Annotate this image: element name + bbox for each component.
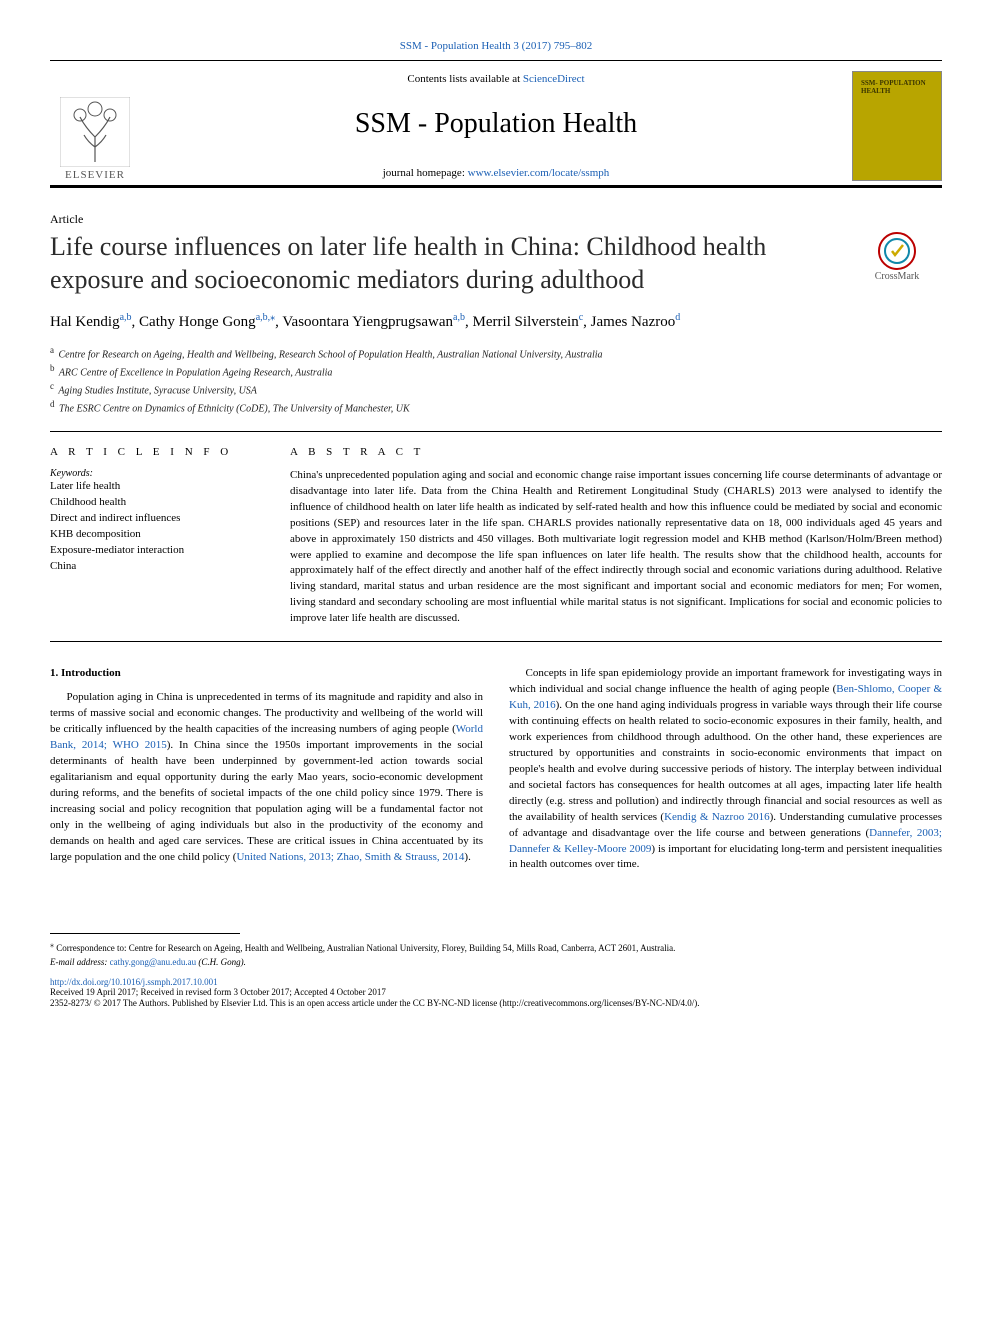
- article-info-head: A R T I C L E I N F O: [50, 446, 260, 458]
- email-whom: (C.H. Gong).: [196, 957, 246, 967]
- footer-rule: [50, 933, 240, 934]
- affil-marker: b: [50, 363, 55, 373]
- text: ). On the one hand aging individuals pro…: [509, 699, 942, 823]
- publisher-brand: ELSEVIER: [65, 169, 125, 181]
- affiliation: b ARC Centre of Excellence in Population…: [50, 362, 942, 380]
- abstract-head: A B S T R A C T: [290, 446, 942, 458]
- intro-para-2: Concepts in life span epidemiology provi…: [509, 666, 942, 873]
- correspondence: ⁎ Correspondence to: Centre for Research…: [50, 940, 942, 954]
- author: Merril Silversteinc: [472, 314, 583, 330]
- crossmark-label: CrossMark: [875, 271, 919, 282]
- citation-link[interactable]: United Nations, 2013; Zhao, Smith & Stra…: [236, 851, 464, 863]
- text: Population aging in China is unprecedent…: [50, 691, 483, 735]
- affiliation: d The ESRC Centre on Dynamics of Ethnici…: [50, 398, 942, 416]
- homepage-prefix: journal homepage:: [383, 167, 468, 179]
- intro-head: 1. Introduction: [50, 666, 483, 682]
- rule: [50, 431, 942, 432]
- author-affil-marker: c: [579, 312, 583, 323]
- author: James Nazrood: [591, 314, 681, 330]
- crossmark-badge[interactable]: CrossMark: [852, 231, 942, 282]
- doi-link[interactable]: http://dx.doi.org/10.1016/j.ssmph.2017.1…: [50, 977, 942, 987]
- homepage-line: journal homepage: www.elsevier.com/locat…: [154, 167, 838, 179]
- affil-marker: d: [50, 399, 55, 409]
- cover-title: SSM- POPULATION HEALTH: [861, 80, 941, 95]
- affiliation: c Aging Studies Institute, Syracuse Univ…: [50, 380, 942, 398]
- text: ). In China since the 1950s important im…: [50, 739, 483, 863]
- contents-line: Contents lists available at ScienceDirec…: [154, 73, 838, 85]
- license: 2352-8273/ © 2017 The Authors. Published…: [50, 998, 942, 1010]
- keyword: Direct and indirect influences: [50, 511, 260, 527]
- abstract: A B S T R A C T China's unprecedented po…: [290, 446, 942, 627]
- contents-prefix: Contents lists available at: [407, 73, 522, 85]
- author: Hal Kendiga,b: [50, 314, 132, 330]
- author: Vasoontara Yiengprugsawana,b: [282, 314, 465, 330]
- homepage-link[interactable]: www.elsevier.com/locate/ssmph: [468, 167, 610, 179]
- author-affil-marker: d: [675, 312, 680, 323]
- corresp-marker-icon: ⁎: [50, 940, 54, 949]
- abstract-text: China's unprecedented population aging a…: [290, 468, 942, 627]
- author-affil-marker: a,b: [120, 312, 132, 323]
- email-link[interactable]: cathy.gong@anu.edu.au: [110, 957, 196, 967]
- correspondence-text: Correspondence to: Centre for Research o…: [56, 943, 675, 953]
- authors: Hal Kendiga,b, Cathy Honge Gonga,b,⁎, Va…: [50, 310, 942, 334]
- masthead-center: Contents lists available at ScienceDirec…: [154, 71, 838, 181]
- keyword: Childhood health: [50, 495, 260, 511]
- intro-para-1: Population aging in China is unprecedent…: [50, 690, 483, 865]
- author-affil-marker: a,b: [453, 312, 465, 323]
- article-title: Life course influences on later life hea…: [50, 231, 832, 296]
- author: Cathy Honge Gonga,b,⁎: [139, 314, 275, 330]
- article-history: Received 19 April 2017; Received in revi…: [50, 987, 942, 999]
- email-label: E-mail address:: [50, 957, 110, 967]
- article-info: A R T I C L E I N F O Keywords: Later li…: [50, 446, 260, 627]
- affil-marker: c: [50, 381, 54, 391]
- body-text: 1. Introduction Population aging in Chin…: [50, 666, 942, 873]
- text: ).: [464, 851, 470, 863]
- author-affil-marker: a,b,⁎: [256, 312, 275, 323]
- journal-reference: SSM - Population Health 3 (2017) 795–802: [50, 40, 942, 52]
- keyword: Exposure-mediator interaction: [50, 543, 260, 559]
- keywords-list: Later life healthChildhood healthDirect …: [50, 479, 260, 575]
- article-type: Article: [50, 212, 942, 227]
- affiliation: a Centre for Research on Ageing, Health …: [50, 344, 942, 362]
- email-line: E-mail address: cathy.gong@anu.edu.au (C…: [50, 957, 942, 967]
- keyword: China: [50, 559, 260, 575]
- crossmark-icon: [877, 231, 917, 271]
- keyword: KHB decomposition: [50, 527, 260, 543]
- elsevier-tree-icon: [60, 97, 130, 167]
- affiliations: a Centre for Research on Ageing, Health …: [50, 344, 942, 417]
- affil-marker: a: [50, 345, 54, 355]
- journal-name: SSM - Population Health: [154, 108, 838, 140]
- publisher-logo: ELSEVIER: [50, 71, 140, 181]
- masthead: ELSEVIER Contents lists available at Sci…: [50, 60, 942, 188]
- keyword: Later life health: [50, 479, 260, 495]
- sciencedirect-link[interactable]: ScienceDirect: [523, 73, 585, 85]
- keywords-label: Keywords:: [50, 468, 260, 479]
- citation-link[interactable]: Kendig & Nazroo 2016: [664, 811, 770, 823]
- journal-cover: SSM- POPULATION HEALTH: [852, 71, 942, 181]
